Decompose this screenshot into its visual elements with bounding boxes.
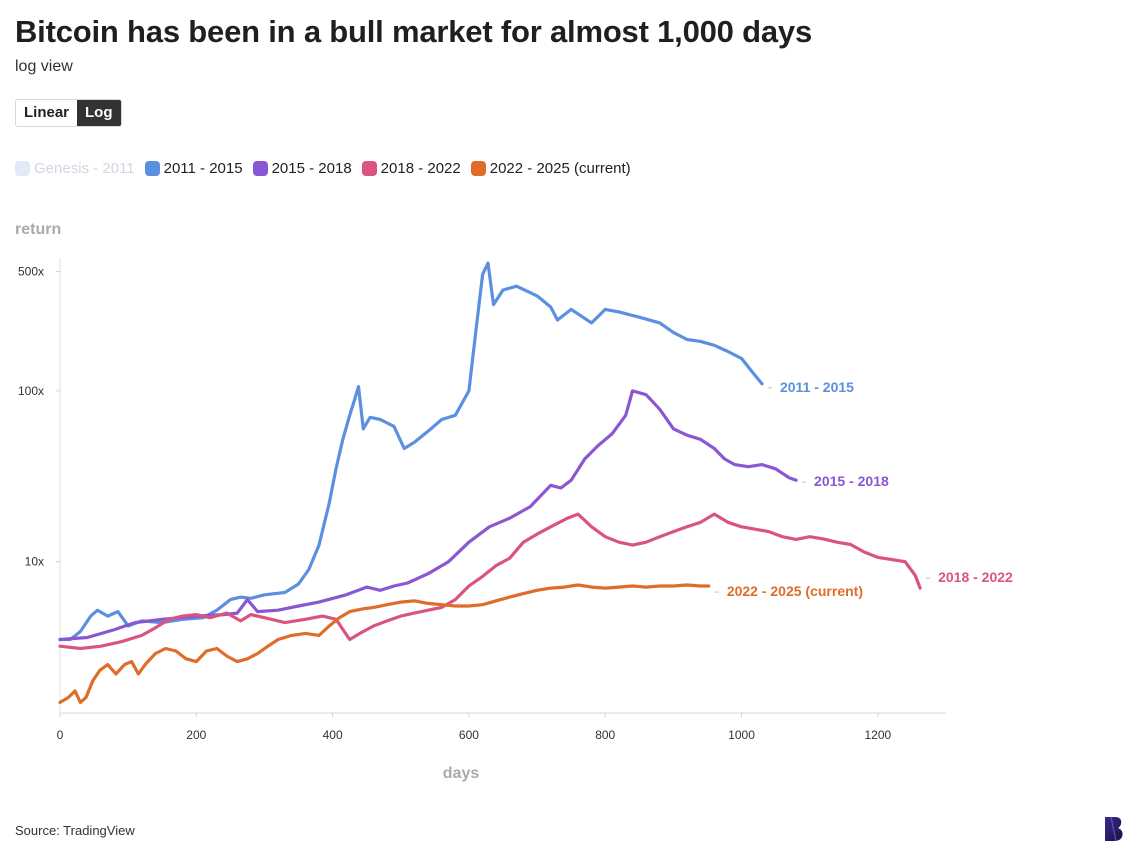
legend-swatch	[144, 161, 160, 176]
x-tick-label: 1200	[864, 728, 891, 742]
page-subtitle: log view	[15, 58, 73, 75]
series-end-label: 2022 - 2025 (current)	[727, 583, 863, 599]
legend-label: 2011 - 2015	[163, 160, 243, 177]
series-end-label: 2015 - 2018	[814, 473, 889, 489]
series-end-label: 2018 - 2022	[938, 569, 1013, 585]
y-axis-title: return	[15, 221, 62, 238]
series-line	[58, 512, 922, 651]
legend-swatch	[252, 161, 268, 176]
y-tick-label: 100x	[18, 384, 44, 398]
legend-item-2015-2018[interactable]: 2015 - 2018	[252, 160, 352, 177]
legend-item-2022-2025[interactable]: 2022 - 2025 (current)	[470, 160, 631, 177]
series-line	[58, 261, 764, 642]
series-line	[58, 583, 711, 704]
legend-item-2018-2022[interactable]: 2018 - 2022	[361, 160, 461, 177]
y-tick-label: 500x	[18, 265, 44, 279]
legend-label: 2022 - 2025 (current)	[489, 160, 631, 177]
legend-swatch	[361, 161, 377, 176]
legend-swatch	[470, 161, 486, 176]
scale-toggle: Linear Log	[15, 99, 122, 127]
linear-button[interactable]: Linear	[16, 100, 78, 126]
log-button[interactable]: Log	[77, 100, 121, 126]
x-tick-label: 1000	[728, 728, 755, 742]
legend: Genesis - 2011 2011 - 2015 2015 - 2018 2…	[15, 160, 641, 177]
y-tick-label: 10x	[25, 555, 44, 569]
x-tick-label: 800	[595, 728, 615, 742]
legend-label: 2018 - 2022	[380, 160, 461, 177]
legend-label: Genesis - 2011	[34, 160, 135, 177]
page-title: Bitcoin has been in a bull market for al…	[15, 14, 812, 49]
legend-item-2011-2015[interactable]: 2011 - 2015	[144, 160, 243, 177]
legend-label: 2015 - 2018	[271, 160, 352, 177]
x-axis-title: days	[443, 765, 480, 782]
legend-swatch	[15, 161, 30, 176]
x-tick-label: 400	[323, 728, 343, 742]
legend-item-genesis[interactable]: Genesis - 2011	[15, 160, 135, 177]
publisher-logo-icon	[1105, 816, 1123, 842]
x-tick-label: 200	[186, 728, 206, 742]
x-tick-label: 600	[459, 728, 479, 742]
series-line	[58, 389, 798, 642]
series-end-label: 2011 - 2015	[780, 379, 854, 395]
x-tick-label: 0	[57, 728, 64, 742]
source-note: Source: TradingView	[15, 823, 135, 838]
